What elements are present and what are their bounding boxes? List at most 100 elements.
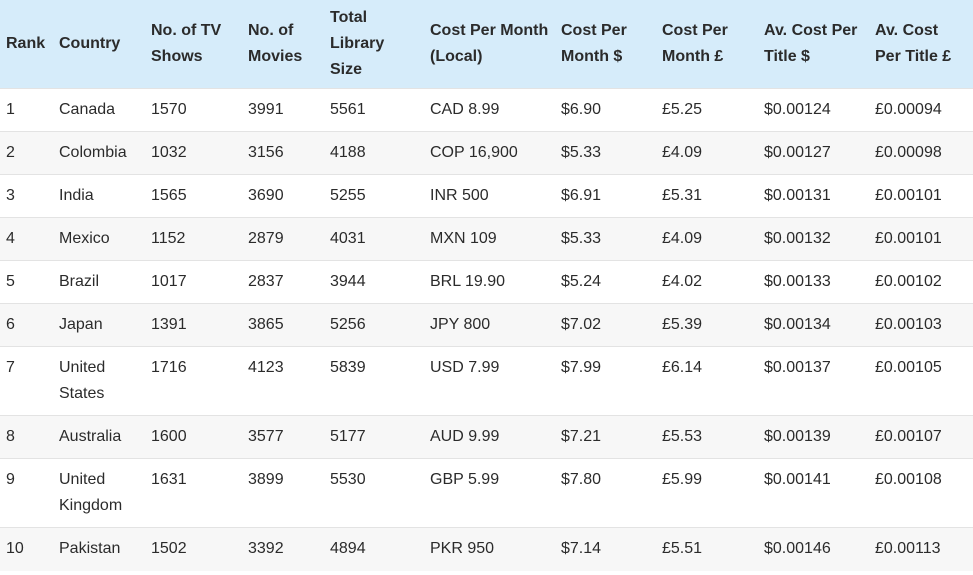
cell-library-size: 5255 bbox=[324, 174, 424, 218]
cell-cost-usd: $6.90 bbox=[555, 88, 656, 132]
cell-country: Colombia bbox=[53, 131, 145, 175]
cell-library-size: 5177 bbox=[324, 415, 424, 459]
cell-per-title-usd: $0.00141 bbox=[758, 458, 869, 528]
cell-per-title-gbp: £0.00098 bbox=[869, 131, 973, 175]
header-library-size: Total Library Size bbox=[324, 0, 424, 89]
cell-movies: 2879 bbox=[242, 217, 324, 261]
cell-tv-shows: 1600 bbox=[145, 415, 242, 459]
cell-per-title-usd: $0.00132 bbox=[758, 217, 869, 261]
cell-per-title-usd: $0.00134 bbox=[758, 303, 869, 347]
header-per-title-usd: Av. Cost Per Title $ bbox=[758, 0, 869, 89]
cell-country: United States bbox=[53, 346, 145, 416]
cell-country: India bbox=[53, 174, 145, 218]
cell-movies: 3392 bbox=[242, 527, 324, 571]
cell-library-size: 4031 bbox=[324, 217, 424, 261]
cell-rank: 5 bbox=[0, 260, 53, 304]
table-row: 10 Pakistan 1502 3392 4894 PKR 950 $7.14… bbox=[0, 527, 973, 571]
cell-tv-shows: 1152 bbox=[145, 217, 242, 261]
cell-cost-usd: $5.24 bbox=[555, 260, 656, 304]
cell-per-title-usd: $0.00146 bbox=[758, 527, 869, 571]
cell-cost-gbp: £4.02 bbox=[656, 260, 758, 304]
table-row: 2 Colombia 1032 3156 4188 COP 16,900 $5.… bbox=[0, 131, 973, 175]
cell-library-size: 5561 bbox=[324, 88, 424, 132]
cell-cost-gbp: £5.25 bbox=[656, 88, 758, 132]
cell-cost-local: PKR 950 bbox=[424, 527, 555, 571]
cell-cost-gbp: £5.31 bbox=[656, 174, 758, 218]
cell-cost-usd: $7.02 bbox=[555, 303, 656, 347]
cell-tv-shows: 1017 bbox=[145, 260, 242, 304]
cell-cost-local: MXN 109 bbox=[424, 217, 555, 261]
cell-per-title-usd: $0.00127 bbox=[758, 131, 869, 175]
cell-cost-gbp: £4.09 bbox=[656, 131, 758, 175]
header-rank: Rank bbox=[0, 0, 53, 89]
cell-movies: 3156 bbox=[242, 131, 324, 175]
cell-per-title-gbp: £0.00101 bbox=[869, 174, 973, 218]
cell-country: Mexico bbox=[53, 217, 145, 261]
cell-country: Brazil bbox=[53, 260, 145, 304]
cell-cost-local: USD 7.99 bbox=[424, 346, 555, 416]
cell-tv-shows: 1391 bbox=[145, 303, 242, 347]
cell-cost-local: COP 16,900 bbox=[424, 131, 555, 175]
cell-cost-gbp: £5.99 bbox=[656, 458, 758, 528]
cell-per-title-gbp: £0.00094 bbox=[869, 88, 973, 132]
cell-tv-shows: 1032 bbox=[145, 131, 242, 175]
cell-rank: 1 bbox=[0, 88, 53, 132]
table-body: 1 Canada 1570 3991 5561 CAD 8.99 $6.90 £… bbox=[0, 88, 973, 571]
cell-cost-local: AUD 9.99 bbox=[424, 415, 555, 459]
cell-cost-gbp: £6.14 bbox=[656, 346, 758, 416]
cell-cost-local: CAD 8.99 bbox=[424, 88, 555, 132]
cell-library-size: 4188 bbox=[324, 131, 424, 175]
cell-movies: 3577 bbox=[242, 415, 324, 459]
cell-rank: 3 bbox=[0, 174, 53, 218]
cell-country: Australia bbox=[53, 415, 145, 459]
cell-rank: 7 bbox=[0, 346, 53, 416]
cell-per-title-gbp: £0.00113 bbox=[869, 527, 973, 571]
cell-library-size: 5530 bbox=[324, 458, 424, 528]
cell-per-title-gbp: £0.00101 bbox=[869, 217, 973, 261]
cell-cost-usd: $5.33 bbox=[555, 217, 656, 261]
header-row: Rank Country No. of TV Shows No. of Movi… bbox=[0, 0, 973, 89]
cell-cost-usd: $7.99 bbox=[555, 346, 656, 416]
table-row: 9 United Kingdom 1631 3899 5530 GBP 5.99… bbox=[0, 458, 973, 528]
cell-per-title-usd: $0.00137 bbox=[758, 346, 869, 416]
cell-cost-usd: $7.80 bbox=[555, 458, 656, 528]
cell-per-title-gbp: £0.00103 bbox=[869, 303, 973, 347]
cell-cost-gbp: £5.51 bbox=[656, 527, 758, 571]
cell-per-title-gbp: £0.00105 bbox=[869, 346, 973, 416]
cell-movies: 3865 bbox=[242, 303, 324, 347]
table-row: 5 Brazil 1017 2837 3944 BRL 19.90 $5.24 … bbox=[0, 260, 973, 304]
cell-cost-usd: $7.14 bbox=[555, 527, 656, 571]
cell-rank: 9 bbox=[0, 458, 53, 528]
header-cost-local: Cost Per Month (Local) bbox=[424, 0, 555, 89]
cell-cost-local: JPY 800 bbox=[424, 303, 555, 347]
cell-library-size: 3944 bbox=[324, 260, 424, 304]
cell-cost-local: GBP 5.99 bbox=[424, 458, 555, 528]
cell-per-title-gbp: £0.00102 bbox=[869, 260, 973, 304]
cell-per-title-gbp: £0.00108 bbox=[869, 458, 973, 528]
cell-cost-usd: $5.33 bbox=[555, 131, 656, 175]
cell-cost-usd: $7.21 bbox=[555, 415, 656, 459]
cell-rank: 2 bbox=[0, 131, 53, 175]
table-header: Rank Country No. of TV Shows No. of Movi… bbox=[0, 0, 973, 89]
cell-tv-shows: 1502 bbox=[145, 527, 242, 571]
table-row: 7 United States 1716 4123 5839 USD 7.99 … bbox=[0, 346, 973, 416]
table-row: 8 Australia 1600 3577 5177 AUD 9.99 $7.2… bbox=[0, 415, 973, 459]
cell-cost-local: INR 500 bbox=[424, 174, 555, 218]
cell-cost-gbp: £5.53 bbox=[656, 415, 758, 459]
table-row: 4 Mexico 1152 2879 4031 MXN 109 $5.33 £4… bbox=[0, 217, 973, 261]
cell-per-title-usd: $0.00133 bbox=[758, 260, 869, 304]
header-country: Country bbox=[53, 0, 145, 89]
cell-cost-usd: $6.91 bbox=[555, 174, 656, 218]
cell-cost-local: BRL 19.90 bbox=[424, 260, 555, 304]
cell-country: Canada bbox=[53, 88, 145, 132]
header-tv-shows: No. of TV Shows bbox=[145, 0, 242, 89]
cell-movies: 2837 bbox=[242, 260, 324, 304]
cell-tv-shows: 1570 bbox=[145, 88, 242, 132]
cell-country: Japan bbox=[53, 303, 145, 347]
cell-per-title-usd: $0.00139 bbox=[758, 415, 869, 459]
cell-tv-shows: 1631 bbox=[145, 458, 242, 528]
cell-tv-shows: 1716 bbox=[145, 346, 242, 416]
cell-movies: 3899 bbox=[242, 458, 324, 528]
cell-per-title-gbp: £0.00107 bbox=[869, 415, 973, 459]
